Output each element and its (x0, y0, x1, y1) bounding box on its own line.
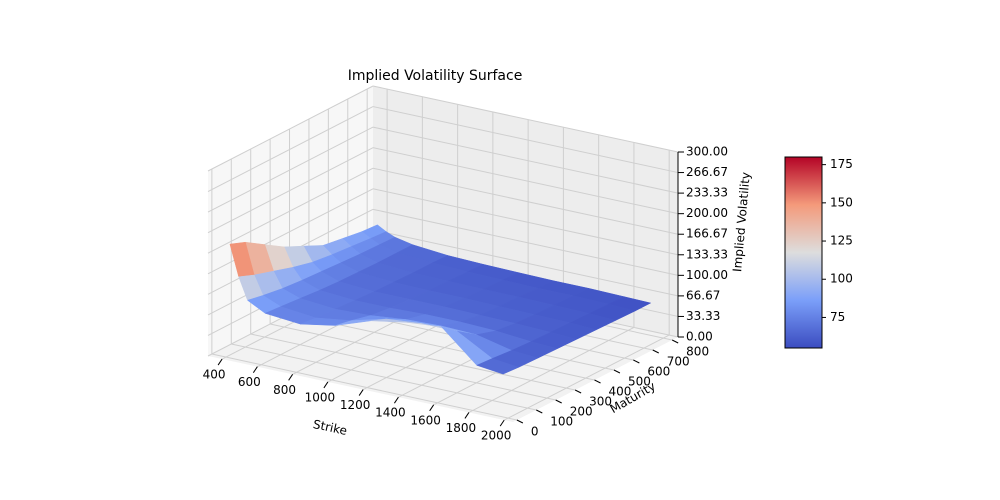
grid-line (211, 353, 517, 421)
z-tick-label: 66.67 (686, 288, 720, 302)
x-tick-label: 1600 (410, 413, 441, 427)
grid-line (372, 126, 679, 194)
grid-line (372, 208, 679, 276)
y-tick (574, 389, 582, 394)
grid-line (250, 333, 556, 401)
grid-line (372, 147, 679, 215)
x-axis-label: Strike (312, 417, 349, 438)
x-tick-label: 1200 (340, 398, 371, 412)
x-tick (393, 396, 399, 404)
chart-title: Implied Volatility Surface (348, 68, 523, 84)
y-tick-label: 400 (609, 385, 632, 399)
surface (229, 224, 652, 375)
z-tick-label: 166.67 (686, 227, 728, 241)
z-tick-label: 0.00 (686, 330, 713, 344)
z-tick-label: 33.33 (686, 309, 720, 323)
grid-line (503, 334, 670, 421)
y-tick-label: 100 (550, 415, 573, 429)
y-tick (555, 399, 562, 404)
grid-line (372, 229, 679, 297)
z-axis-label: Implied Volatility (730, 171, 753, 272)
y-tick-label: 600 (647, 365, 670, 379)
grid-line (231, 343, 537, 411)
x-tick-label: 400 (203, 368, 226, 382)
x-tick (252, 366, 258, 373)
y-tick (633, 359, 640, 364)
grid-line (207, 106, 374, 192)
y-tick-label: 300 (589, 395, 612, 409)
grid-line (468, 327, 635, 413)
x-tick (217, 358, 223, 366)
colorbar-tick-label: 150 (830, 195, 853, 209)
x-tick-label: 1000 (305, 390, 336, 404)
colorbar-tick-label: 75 (830, 310, 845, 324)
x-tick (288, 374, 294, 381)
x-tick-label: 600 (238, 375, 261, 389)
z-tick-label: 200.00 (686, 206, 728, 220)
x-tick (429, 404, 435, 412)
y-tick (613, 369, 621, 374)
y-tick (671, 339, 679, 344)
surface-patch (476, 358, 520, 375)
grid-line (207, 126, 374, 213)
x-tick (323, 381, 329, 389)
x-tick-label: 1800 (446, 421, 477, 435)
y-tick-label: 800 (686, 345, 709, 359)
y-tick-label: 700 (667, 355, 690, 369)
grid-line (372, 85, 679, 153)
x-tick-label: 800 (273, 383, 296, 397)
x-tick-label: 1400 (375, 406, 406, 420)
grid-line (372, 167, 679, 235)
y-tick (652, 349, 659, 354)
x-tick-label: 2000 (481, 429, 512, 443)
y-tick (516, 419, 524, 424)
y-tick (536, 409, 543, 414)
z-tick-label: 233.33 (686, 186, 728, 200)
x-tick (499, 419, 505, 427)
y-tick-label: 0 (531, 425, 539, 439)
grid-line (207, 147, 374, 234)
y-tick-label: 500 (628, 375, 651, 389)
colorbar-tick-label: 175 (830, 157, 853, 171)
x-tick (358, 389, 364, 396)
z-tick-label: 266.67 (686, 165, 728, 179)
grid-line (270, 323, 576, 391)
z-tick-label: 100.00 (686, 268, 728, 282)
colorbar-tick-label: 100 (830, 272, 853, 286)
x-tick (464, 412, 470, 419)
z-tick-label: 133.33 (686, 247, 728, 261)
colorbar (784, 156, 823, 349)
grid-line (372, 188, 679, 256)
z-tick-label: 300.00 (686, 145, 728, 159)
colorbar-tick-label: 125 (830, 234, 853, 248)
y-tick (594, 379, 601, 384)
y-tick-label: 200 (570, 405, 593, 419)
grid-line (372, 106, 679, 174)
grid-line (207, 85, 374, 172)
grid-line (207, 167, 374, 254)
